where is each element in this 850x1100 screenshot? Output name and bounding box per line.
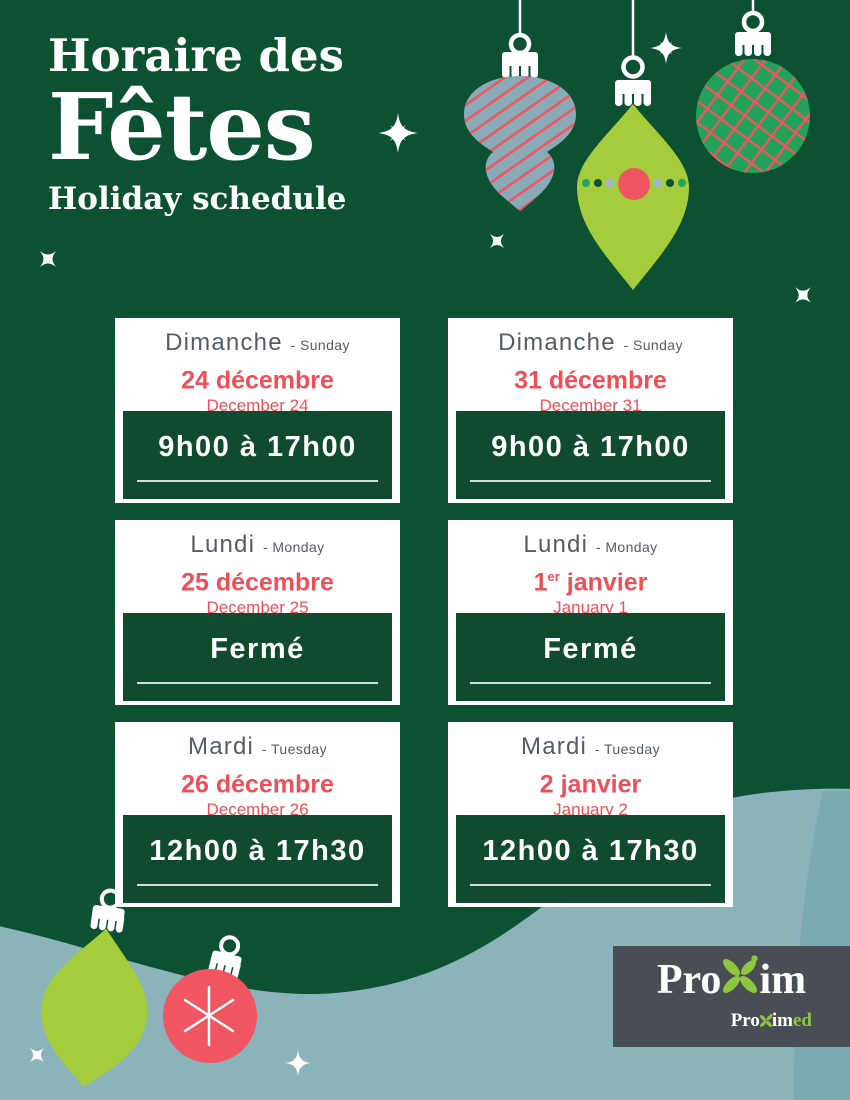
hours-panel: 9h00 à 17h00 [456,411,725,499]
date-en-label: December 25 [206,598,309,618]
hours-panel: Fermé [123,613,392,701]
card-date-header: Mardi - Tuesday 2 janvier January 2 [448,722,733,820]
day-label: Dimanche - Sunday [448,329,733,359]
card-date-header: Mardi - Tuesday 26 décembre December 26 [115,722,400,820]
day-en-label: - Monday [596,539,658,555]
day-label: Mardi - Tuesday [115,733,400,763]
sub-logo-end: ed [793,1010,812,1031]
day-en-label: - Monday [263,539,325,555]
day-en-label: - Tuesday [261,741,327,757]
date-fr-label: 26 décembre [115,765,400,798]
hours-panel: Fermé [456,613,725,701]
hours-underline [470,480,711,482]
four-point-sparkle-icon [482,226,512,256]
hours-underline [137,682,378,684]
proximed-logo: Pro imed [731,1010,812,1032]
title-block: Horaire des Fêtes Holiday schedule [48,30,346,218]
lime-teardrop-ornament-icon [41,888,148,1088]
day-fr-label: Mardi [521,733,588,760]
eight-point-star-icon [285,1050,311,1076]
schedule-card: Mardi - Tuesday 2 janvier January 2 12h0… [448,722,733,907]
hours-underline [470,884,711,886]
four-point-sparkle-icon [22,1040,52,1070]
card-date-header: Dimanche - Sunday 24 décembre December 2… [115,318,400,416]
red-snowflake-ball-ornament-icon [163,935,257,1063]
date-fr-label: 2 janvier [448,765,733,798]
date-en-label: December 24 [206,396,309,416]
eight-point-star-icon [378,113,418,153]
day-en-label: - Sunday [623,337,683,353]
day-label: Dimanche - Sunday [115,329,400,359]
date-fr-ordinal: er [547,569,560,584]
proxim-logo: Pro im [613,955,850,1003]
day-fr-label: Lundi [190,531,256,558]
day-label: Mardi - Tuesday [448,733,733,763]
hours-panel: 9h00 à 17h00 [123,411,392,499]
lime-marquise-ornament-icon [577,55,689,290]
date-fr-label: 31 décembre [448,361,733,394]
schedule-card: Mardi - Tuesday 26 décembre December 26 … [115,722,400,907]
striped-onion-ornament-icon [464,32,576,211]
date-fr-main: 25 décembre [181,568,334,597]
ornament-strings [518,0,755,58]
hours-underline [470,682,711,684]
schedule-card: Dimanche - Sunday 24 décembre December 2… [115,318,400,503]
day-fr-label: Mardi [188,733,255,760]
day-fr-label: Dimanche [498,329,616,356]
hours-label: Fermé [210,632,305,665]
hours-label: 12h00 à 17h30 [482,834,699,867]
hours-panel: 12h00 à 17h30 [123,815,392,903]
hours-label: 9h00 à 17h00 [158,430,357,463]
four-point-sparkle-icon [787,279,819,311]
card-date-header: Dimanche - Sunday 31 décembre December 3… [448,318,733,416]
sub-logo-mid: im [771,1010,793,1031]
date-fr-main: 2 janvier [539,770,642,799]
date-fr-label: 1er janvier [448,563,733,596]
proxim-x-leaf-icon [723,955,759,993]
date-fr-label: 25 décembre [115,563,400,596]
day-fr-label: Dimanche [165,329,283,356]
date-fr-main: 1 [533,568,548,597]
hours-label: 12h00 à 17h30 [149,834,366,867]
four-point-sparkle-icon [31,242,65,276]
schedule-card: Dimanche - Sunday 31 décembre December 3… [448,318,733,503]
date-fr-main: 24 décembre [181,366,334,395]
hours-label: Fermé [543,632,638,665]
page-title-fr-line2: Fêtes [48,73,316,181]
date-en-label: December 31 [539,396,642,416]
hours-underline [137,884,378,886]
snowflake-icon [183,985,235,1047]
schedule-card: Lundi - Monday 25 décembre December 25 F… [115,520,400,705]
hours-label: 9h00 à 17h00 [491,430,690,463]
card-date-header: Lundi - Monday 25 décembre December 25 [115,520,400,618]
date-en-label: January 1 [553,598,628,618]
date-fr-main: 31 décembre [514,366,667,395]
page-title-fr-line1: Horaire des [48,29,344,82]
day-label: Lundi - Monday [448,531,733,561]
page-subtitle-en: Holiday schedule [48,181,347,217]
hours-panel: 12h00 à 17h30 [456,815,725,903]
hours-underline [137,480,378,482]
date-fr-rest: janvier [559,568,648,597]
day-en-label: - Sunday [290,337,350,353]
date-fr-main: 26 décembre [181,770,334,799]
date-fr-label: 24 décembre [115,361,400,394]
card-date-header: Lundi - Monday 1er janvier January 1 [448,520,733,618]
day-label: Lundi - Monday [115,531,400,561]
sub-logo-pre: Pro [730,1010,760,1031]
schedule-card: Lundi - Monday 1er janvier January 1 Fer… [448,520,733,705]
eight-point-star-icon [650,32,682,64]
logo-text-post: im [759,957,807,1003]
plaid-ball-ornament-icon [696,10,810,173]
day-en-label: - Tuesday [594,741,660,757]
day-fr-label: Lundi [523,531,589,558]
proxim-logo-panel: Pro im Pro imed [613,946,850,1047]
logo-text-pre: Pro [656,957,722,1003]
